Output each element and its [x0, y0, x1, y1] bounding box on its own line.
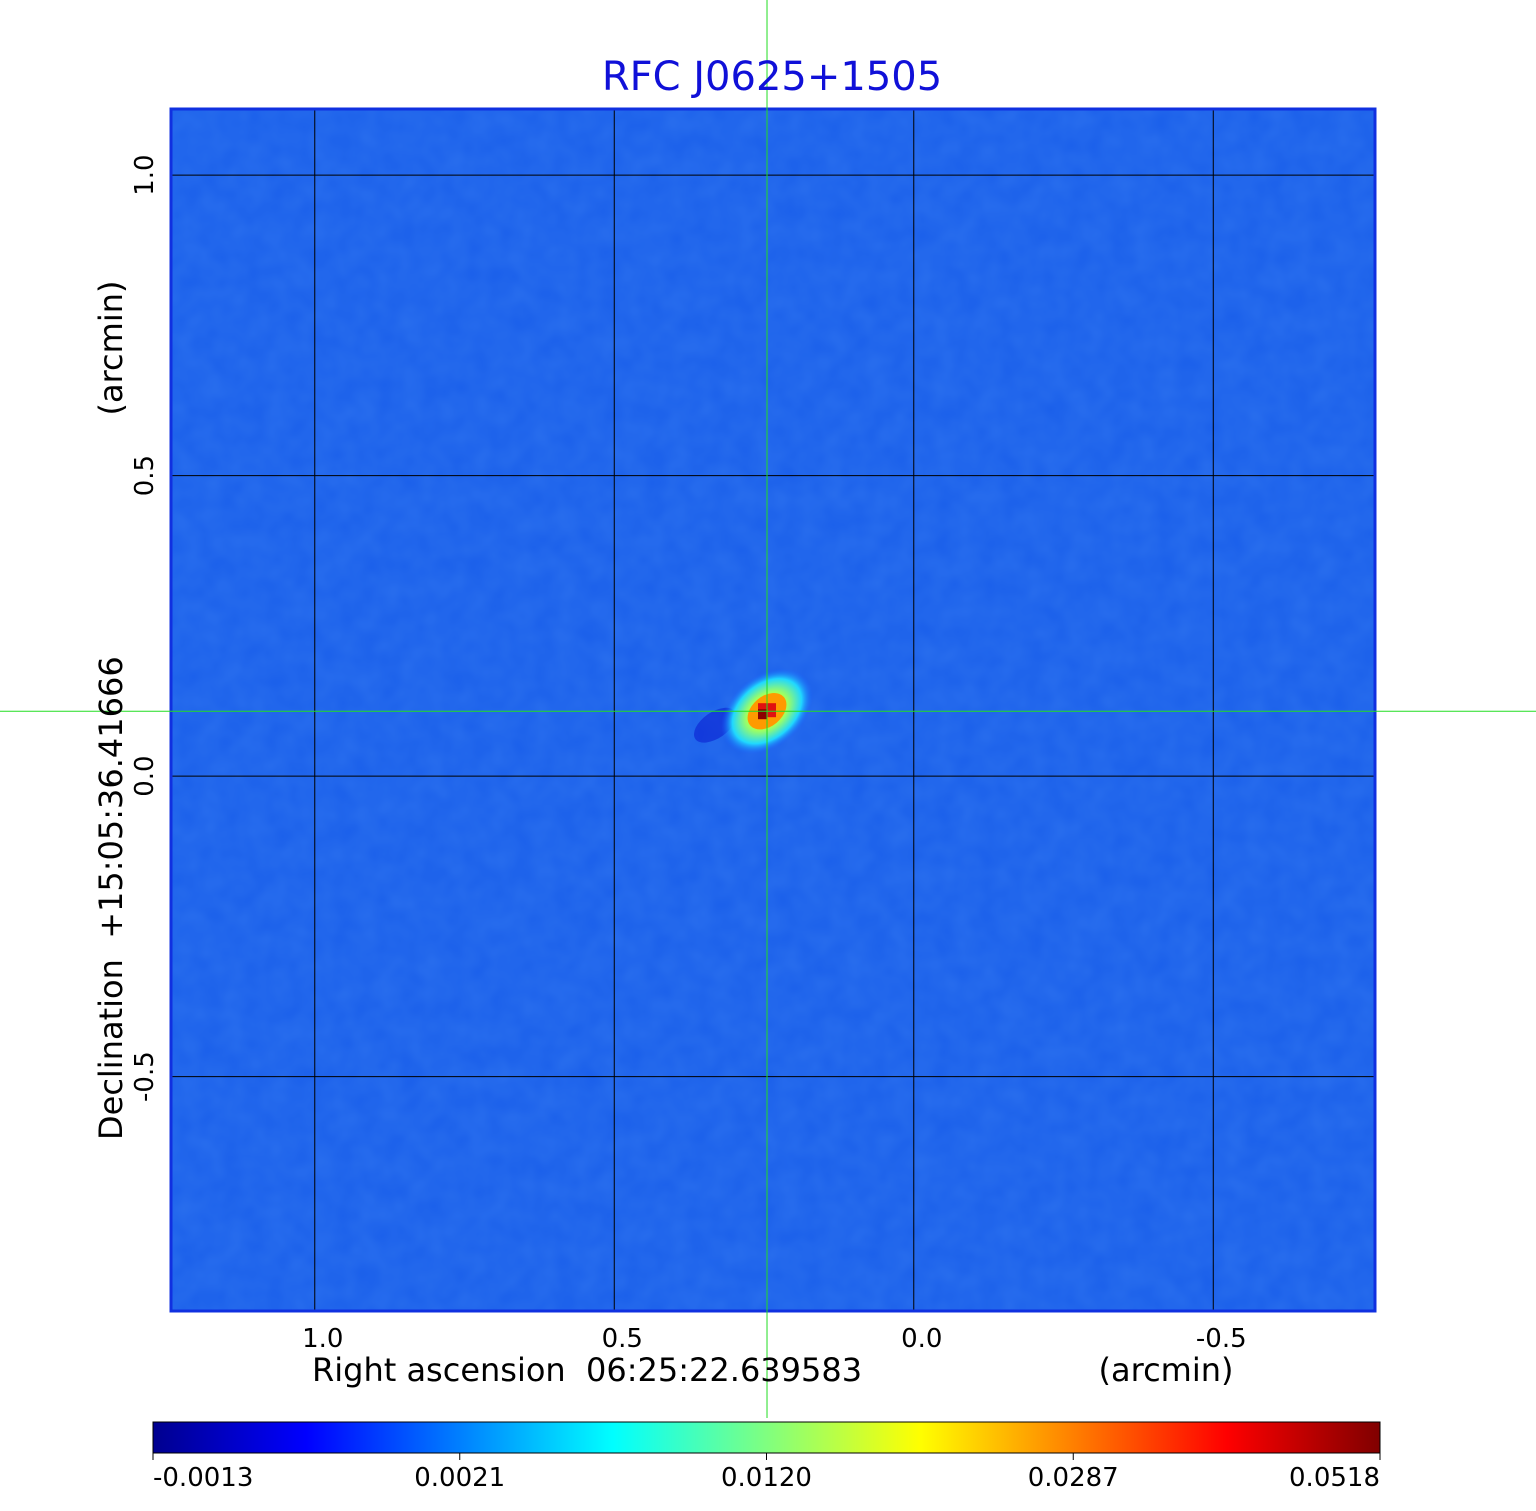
y-tick-label: 0.5 [130, 455, 160, 496]
colorbar-tick-label: 0.0518 [1289, 1463, 1380, 1493]
x-tick-label: 0.5 [602, 1324, 643, 1354]
y-tick-label: 0.0 [130, 755, 160, 796]
colorbar-tick-label: 0.0287 [1028, 1463, 1119, 1493]
colorbar [152, 1421, 1381, 1454]
x-tick-label: 1.0 [302, 1324, 343, 1354]
x-tick-label: 0.0 [901, 1324, 942, 1354]
y-axis-unit: (arcmin) [92, 281, 130, 416]
colorbar-tick-label: -0.0013 [153, 1463, 253, 1493]
x-axis-label: Right ascension 06:25:22.639583 [312, 1351, 862, 1389]
source-peak-pixel [758, 709, 768, 720]
plot-frame [169, 107, 1377, 1313]
y-tick-label: -0.5 [130, 1051, 160, 1102]
x-tick-label: -0.5 [1196, 1324, 1247, 1354]
chart-title: RFC J0625+1505 [602, 54, 942, 100]
colorbar-tick-label: 0.0021 [414, 1463, 505, 1493]
y-axis-label: Declination +15:05:36.41666 [92, 656, 130, 1140]
x-axis-unit: (arcmin) [1099, 1351, 1234, 1389]
y-tick-label: 1.0 [130, 154, 160, 195]
colorbar-tick-label: 0.0120 [721, 1463, 812, 1493]
